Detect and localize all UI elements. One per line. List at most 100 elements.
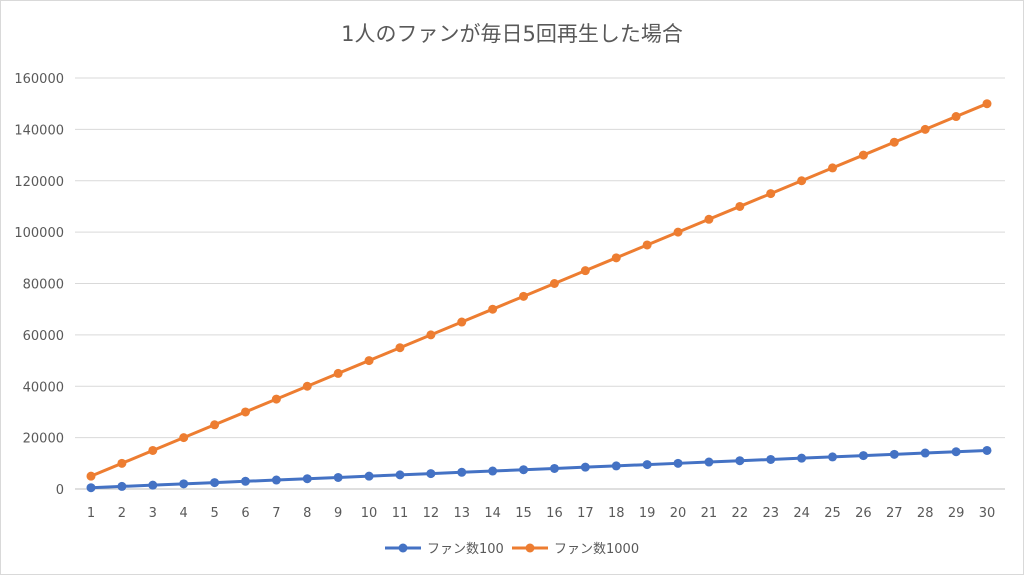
series-line xyxy=(89,102,989,478)
data-point xyxy=(117,481,127,491)
x-tick-label: 26 xyxy=(855,506,872,521)
legend-marker xyxy=(525,543,535,553)
x-tick-label: 5 xyxy=(210,506,218,521)
data-point xyxy=(148,445,158,455)
series-line xyxy=(89,448,989,490)
x-tick-label: 30 xyxy=(979,506,996,521)
x-tick-label: 13 xyxy=(453,506,470,521)
data-point xyxy=(951,112,961,122)
data-point xyxy=(828,163,838,173)
legend-marker xyxy=(398,543,408,553)
x-tick-label: 17 xyxy=(577,506,594,521)
data-point xyxy=(364,356,374,366)
chart-title: 1人のファンが毎日5回再生した場合 xyxy=(341,22,683,46)
data-point xyxy=(271,475,281,485)
data-point xyxy=(488,304,498,314)
y-tick-label: 40000 xyxy=(23,380,64,395)
data-point xyxy=(210,420,220,430)
x-tick-label: 14 xyxy=(484,506,501,521)
data-point xyxy=(580,462,590,472)
x-tick-label: 3 xyxy=(149,506,157,521)
x-tick-label: 10 xyxy=(361,506,378,521)
data-point xyxy=(302,381,312,391)
data-point xyxy=(148,480,158,490)
data-point xyxy=(364,471,374,481)
x-tick-label: 21 xyxy=(701,506,718,521)
y-tick-label: 60000 xyxy=(23,329,64,344)
data-point xyxy=(488,466,498,476)
y-tick-label: 80000 xyxy=(23,278,64,293)
x-tick-label: 22 xyxy=(732,506,749,521)
data-point xyxy=(766,454,776,464)
gridlines xyxy=(75,77,1005,439)
x-tick-label: 29 xyxy=(948,506,965,521)
data-point xyxy=(271,394,281,404)
data-point xyxy=(982,445,992,455)
y-tick-label: 120000 xyxy=(14,175,64,190)
data-point xyxy=(828,452,838,462)
data-point xyxy=(673,227,683,237)
data-point xyxy=(858,150,868,160)
data-point xyxy=(86,471,96,481)
data-point xyxy=(179,433,189,443)
y-tick-label: 20000 xyxy=(23,432,64,447)
data-point xyxy=(889,449,899,459)
data-point xyxy=(457,467,467,477)
legend: ファン数100 ファン数1000 xyxy=(385,542,639,557)
x-tick-label: 24 xyxy=(793,506,810,521)
legend-label: ファン数100 xyxy=(427,542,504,557)
data-point xyxy=(858,451,868,461)
y-tick-label: 140000 xyxy=(14,123,64,138)
axes: 0 20000 40000 60000 80000 100000 120000 140000 1… xyxy=(14,72,1005,521)
data-point xyxy=(982,99,992,109)
data-point xyxy=(333,472,343,482)
data-point xyxy=(642,460,652,470)
x-tick-label: 2 xyxy=(118,506,126,521)
data-point xyxy=(642,240,652,250)
x-tick-label: 23 xyxy=(762,506,779,521)
data-point xyxy=(889,137,899,147)
data-point xyxy=(333,368,343,378)
data-point xyxy=(766,189,776,199)
data-point xyxy=(240,476,250,486)
data-point xyxy=(704,457,714,467)
x-tick-label: 25 xyxy=(824,506,841,521)
y-tick-label: 100000 xyxy=(14,226,64,241)
data-point xyxy=(735,201,745,211)
data-point xyxy=(210,478,220,488)
x-tick-label: 8 xyxy=(303,506,311,521)
data-point xyxy=(611,253,621,263)
data-point xyxy=(673,458,683,468)
data-point xyxy=(179,479,189,489)
y-tick-label: 0 xyxy=(56,483,64,498)
data-point xyxy=(86,483,96,493)
data-point xyxy=(117,458,127,468)
x-tick-label: 20 xyxy=(670,506,687,521)
x-tick-label: 28 xyxy=(917,506,934,521)
legend-item-2: ファン数1000 xyxy=(512,542,639,557)
data-point xyxy=(735,456,745,466)
data-point xyxy=(426,330,436,340)
x-tick-label: 15 xyxy=(515,506,532,521)
data-point xyxy=(580,266,590,276)
data-point xyxy=(920,448,930,458)
data-point xyxy=(797,453,807,463)
x-tick-label: 18 xyxy=(608,506,625,521)
legend-label: ファン数1000 xyxy=(554,542,639,557)
data-point xyxy=(395,470,405,480)
data-point xyxy=(395,343,405,353)
data-point xyxy=(920,124,930,134)
data-point xyxy=(951,447,961,457)
data-point xyxy=(519,291,529,301)
x-tick-label: 6 xyxy=(241,506,249,521)
x-tick-label: 19 xyxy=(639,506,656,521)
data-point xyxy=(426,469,436,479)
series-1 xyxy=(86,445,992,493)
data-point xyxy=(457,317,467,327)
x-tick-label: 11 xyxy=(392,506,409,521)
data-point xyxy=(797,176,807,186)
y-tick-label: 160000 xyxy=(14,72,64,87)
x-tick-label: 27 xyxy=(886,506,903,521)
data-point xyxy=(240,407,250,417)
